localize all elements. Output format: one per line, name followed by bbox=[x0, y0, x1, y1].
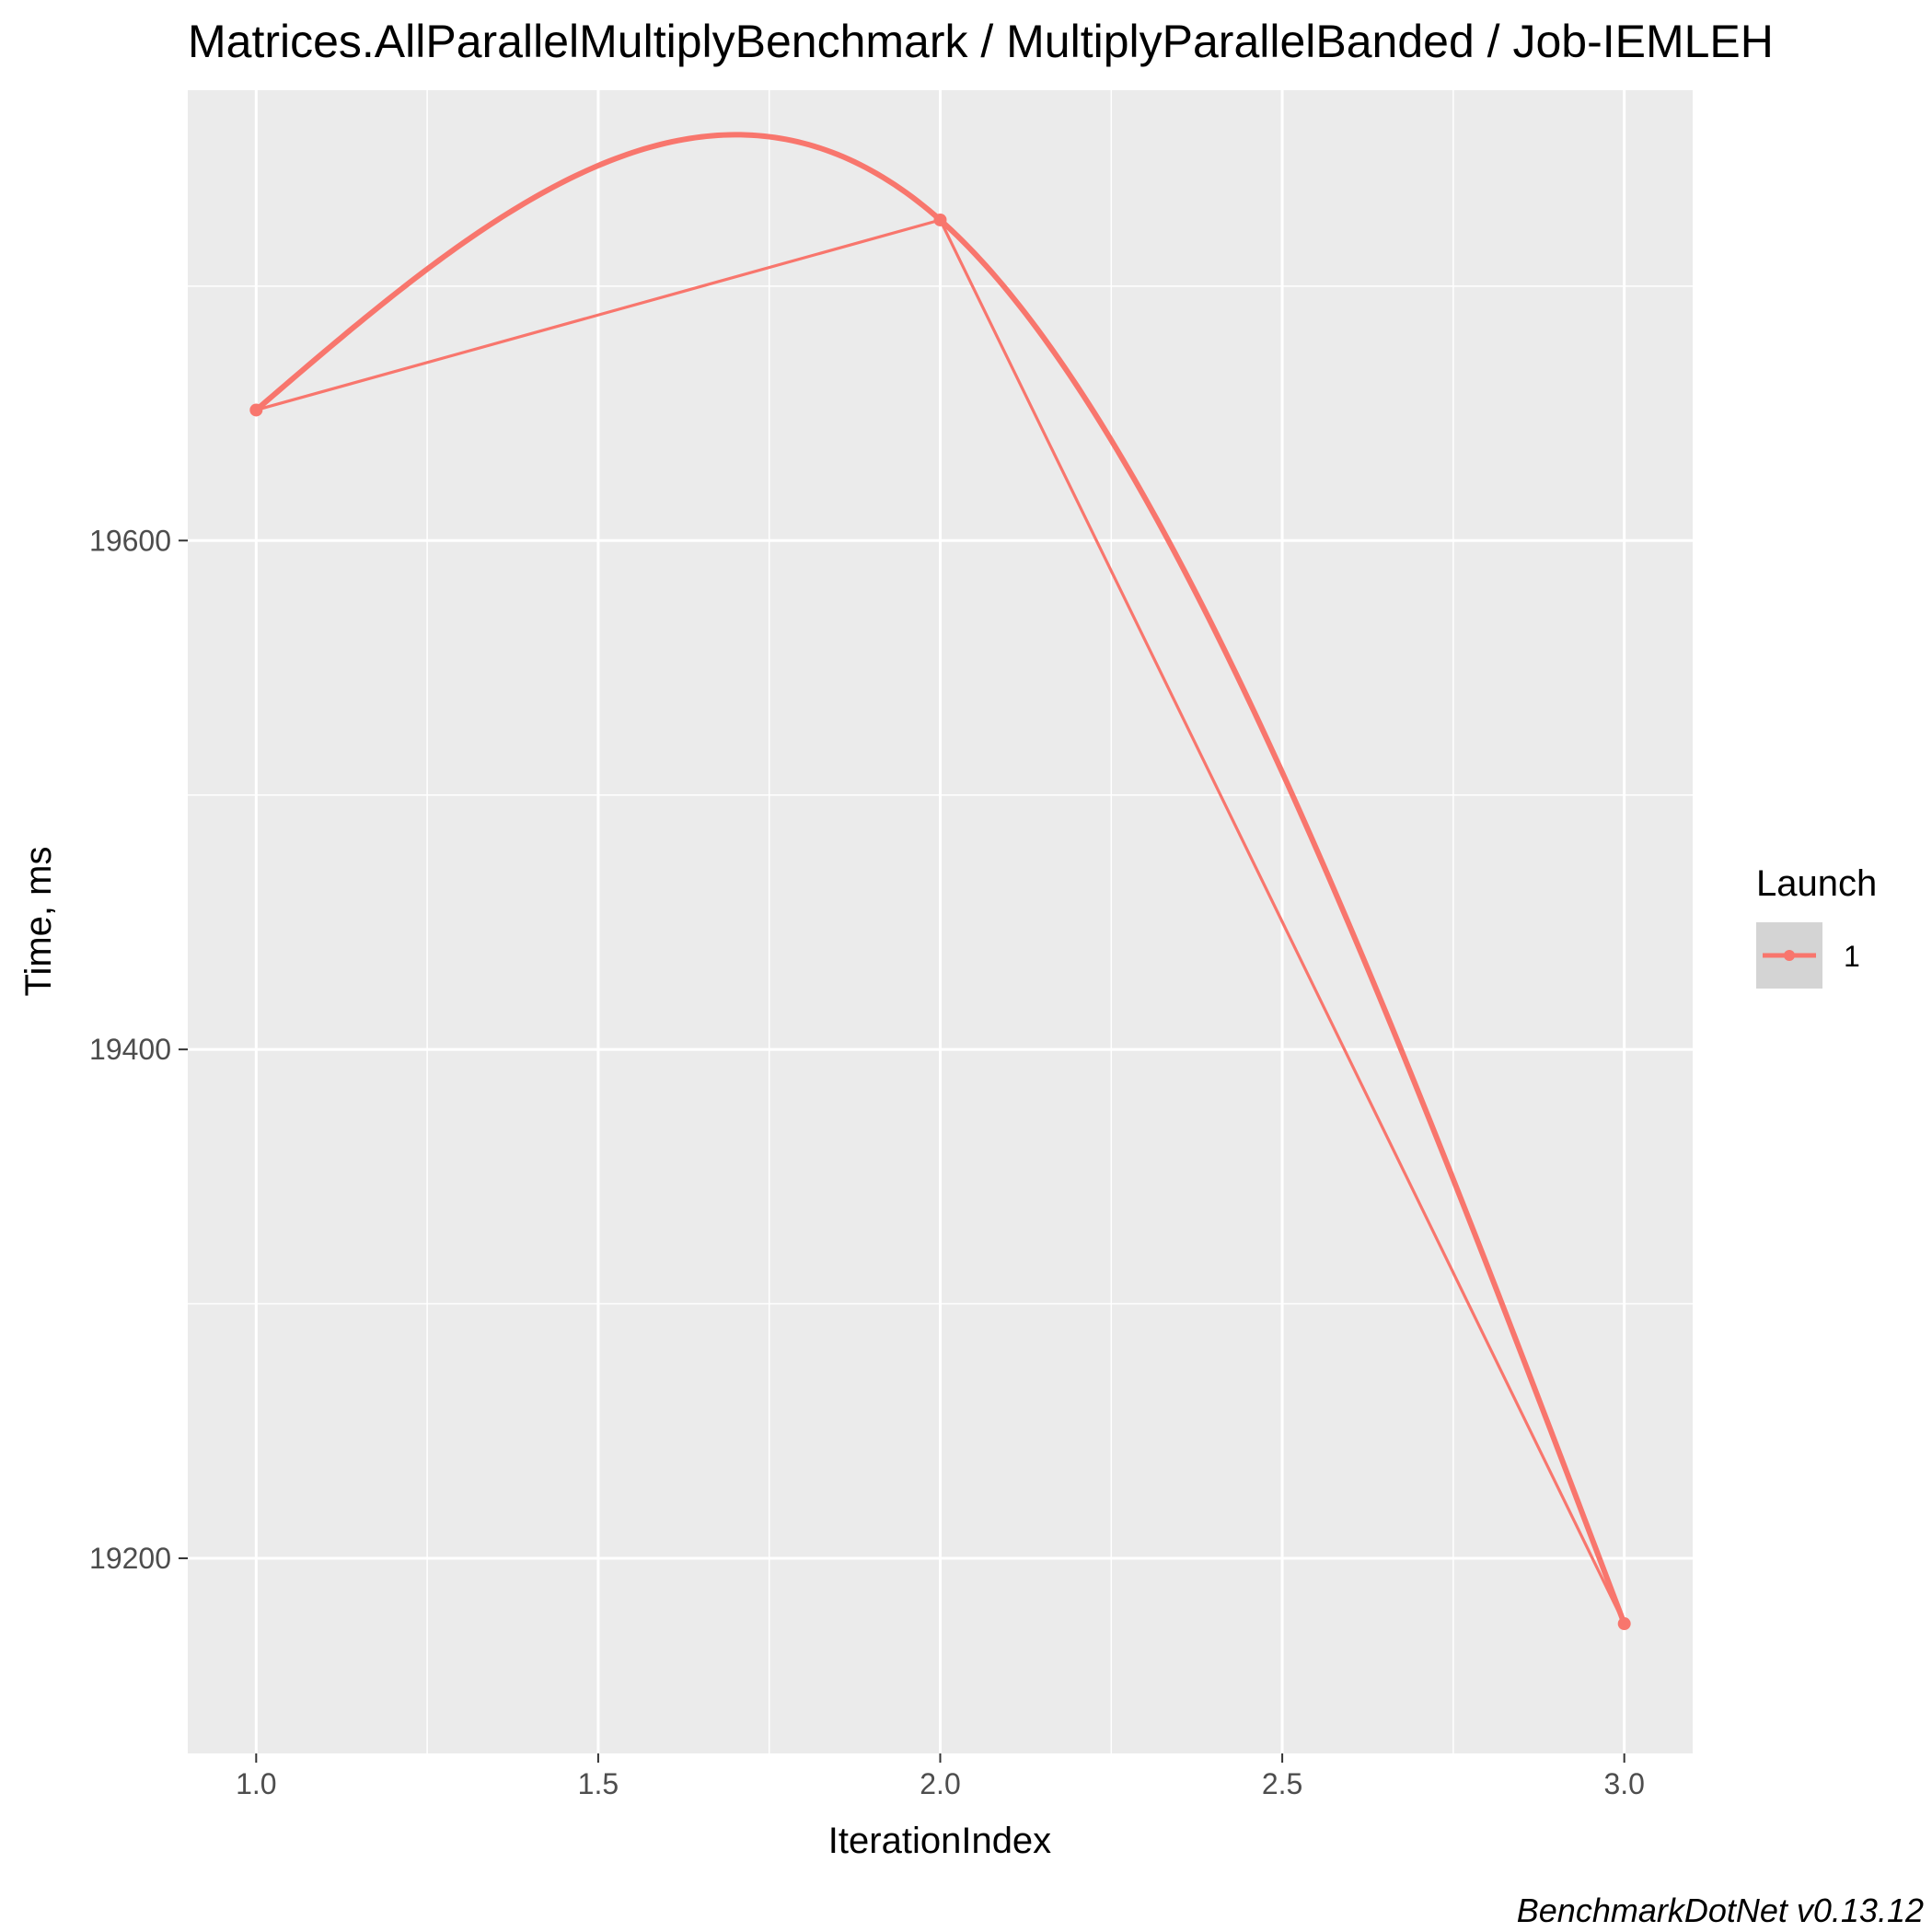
legend-title: Launch bbox=[1756, 863, 1877, 904]
x-tick-label: 1.5 bbox=[578, 1767, 619, 1800]
x-tick-label: 3.0 bbox=[1603, 1767, 1644, 1800]
chart-title: Matrices.AllParallelMultiplyBenchmark / … bbox=[188, 16, 1774, 67]
x-tick-label: 2.0 bbox=[920, 1767, 960, 1800]
data-point bbox=[1617, 1617, 1631, 1631]
caption: BenchmarkDotNet v0.13.12 bbox=[1517, 1892, 1924, 1929]
y-tick-label: 19200 bbox=[89, 1542, 171, 1575]
legend: Launch 1 bbox=[1756, 863, 1877, 989]
x-axis-label: IterationIndex bbox=[828, 1821, 1051, 1861]
data-point bbox=[933, 213, 947, 226]
data-point bbox=[249, 403, 263, 417]
legend-key-point bbox=[1784, 950, 1795, 961]
axes: 1.0 1.5 2.0 2.5 3.0 19200 19400 19600 bbox=[89, 524, 1645, 1800]
x-tick-label: 2.5 bbox=[1262, 1767, 1302, 1800]
y-tick-label: 19400 bbox=[89, 1033, 171, 1066]
x-tick-label: 1.0 bbox=[236, 1767, 276, 1800]
data-layer bbox=[249, 132, 1631, 1631]
y-axis-label: Time, ms bbox=[18, 847, 59, 997]
y-tick-label: 19600 bbox=[89, 524, 171, 557]
legend-label-series-1: 1 bbox=[1844, 940, 1860, 973]
